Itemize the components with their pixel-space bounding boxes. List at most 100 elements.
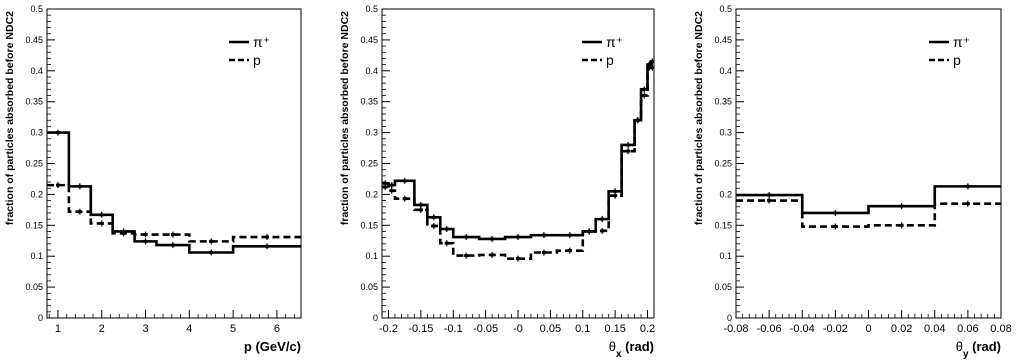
y-axis-label: fraction of particles absorbed before ND… [4, 11, 16, 225]
y-tick-label: 0.45 [25, 35, 43, 45]
data-point [613, 189, 618, 193]
legend: π⁺ p [929, 34, 970, 68]
y-tick-label: 0.3 [719, 128, 732, 138]
x-tick-label: -0 [513, 323, 523, 335]
data-point [464, 254, 469, 258]
y-tick-label: 0.1 [719, 251, 732, 261]
x-axis-label: p (GeV/c) [244, 339, 301, 354]
x-axis-label-subscript: y [963, 349, 969, 360]
y-tick-label: 0.3 [30, 128, 43, 138]
x-axis: -0.08 -0.06 -0.04 -0.02 0 0.02 0.04 0.06 0.08 [723, 310, 1012, 335]
data-point [265, 244, 270, 248]
x-tick-label: -0.06 [757, 323, 782, 335]
data-point [383, 185, 388, 189]
data-point [899, 223, 904, 227]
data-point [209, 250, 214, 254]
x-tick-label: -0.15 [408, 323, 433, 335]
x-tick-label: 0.15 [604, 323, 625, 335]
panel-p: 0 0.05 0.1 0.15 0.2 0.25 0.3 0.35 0.4 0.45 0.5 1 2 3 4… [4, 4, 302, 354]
y-tick-label: 0.25 [25, 159, 43, 169]
data-point [767, 193, 772, 197]
y-tick-label: 0.3 [365, 128, 378, 138]
y-tick-label: 0.05 [714, 282, 732, 292]
data-point [431, 215, 436, 219]
histogram-line [47, 183, 301, 243]
y-tick-label: 0.5 [30, 4, 43, 14]
data-point [170, 233, 175, 237]
legend-label: p [953, 52, 961, 68]
data-point [650, 66, 655, 70]
y-tick-label: 0.35 [714, 97, 732, 107]
data-point [383, 181, 388, 185]
x-tick-label: 0.06 [957, 323, 978, 335]
data-point [965, 184, 970, 188]
x-tick-label: 3 [142, 323, 148, 335]
data-point [444, 241, 449, 245]
series-pi-plus [47, 129, 301, 256]
data-point [431, 224, 436, 228]
data-point [77, 184, 82, 188]
x-tick-label: 1 [55, 323, 61, 335]
data-point [600, 217, 605, 221]
data-point [626, 149, 631, 153]
data-point [567, 233, 572, 237]
data-point [642, 94, 647, 98]
y-tick-label: 0.2 [30, 189, 43, 199]
x-tick-label: 6 [274, 323, 280, 335]
y-tick-label: 0.05 [360, 282, 378, 292]
data-point [647, 63, 652, 67]
data-point [143, 239, 148, 243]
y-tick-label: 0.25 [714, 159, 732, 169]
x-tick-label: -0.02 [823, 323, 848, 335]
y-axis: 0 0.05 0.1 0.15 0.2 0.25 0.3 0.35 0.4 0.45 0.5 [714, 4, 744, 323]
data-point [170, 243, 175, 247]
y-tick-label: 0 [727, 313, 732, 323]
data-point [265, 235, 270, 239]
data-point [402, 197, 407, 201]
series-p [382, 64, 655, 262]
data-point [642, 87, 647, 91]
plot-frame [735, 8, 1002, 319]
x-tick-label: -0.1 [444, 323, 463, 335]
data-point [541, 233, 546, 237]
x-tick-label: 0.04 [924, 323, 945, 335]
data-point [55, 131, 60, 135]
y-tick-label: 0.15 [360, 220, 378, 230]
y-tick-label: 0.15 [714, 220, 732, 230]
data-point [402, 179, 407, 183]
data-point [567, 249, 572, 253]
data-point [587, 229, 592, 233]
y-tick-label: 0.4 [719, 66, 732, 76]
y-axis: 0 0.05 0.1 0.15 0.2 0.25 0.3 0.35 0.4 0.45 0.5 [25, 4, 55, 323]
x-axis-label-unit: (rad) [622, 339, 655, 354]
y-tick-label: 0.45 [360, 35, 378, 45]
data-point [209, 239, 214, 243]
y-tick-label: 0.4 [365, 66, 378, 76]
data-point [899, 204, 904, 208]
legend: π⁺ p [582, 34, 623, 68]
y-tick-label: 0.4 [30, 66, 43, 76]
series-p [736, 197, 1001, 230]
x-axis-label-subscript: x [616, 349, 622, 360]
x-tick-label: 0.05 [540, 323, 561, 335]
data-point [444, 227, 449, 231]
data-point [613, 194, 618, 198]
data-point [121, 231, 126, 235]
x-tick-label: -0.04 [790, 323, 815, 335]
data-point [418, 203, 423, 207]
histogram-line [736, 199, 1001, 228]
y-tick-label: 0.5 [365, 4, 378, 14]
data-point [767, 199, 772, 203]
data-point [635, 118, 640, 122]
y-tick-label: 0.5 [719, 4, 732, 14]
x-tick-label: 0.2 [640, 323, 655, 335]
x-tick-label: -0.05 [473, 323, 498, 335]
data-point [418, 208, 423, 212]
series-p [47, 182, 301, 245]
panel-theta_y: 0 0.05 0.1 0.15 0.2 0.25 0.3 0.35 0.4 0.45 0.5 -0.0… [693, 4, 1012, 360]
legend-label: p [606, 52, 614, 68]
legend-label: π⁺ [253, 34, 270, 50]
legend-label: π⁺ [606, 34, 623, 50]
x-axis-label-unit: (rad) [969, 339, 1002, 354]
data-point [77, 210, 82, 214]
